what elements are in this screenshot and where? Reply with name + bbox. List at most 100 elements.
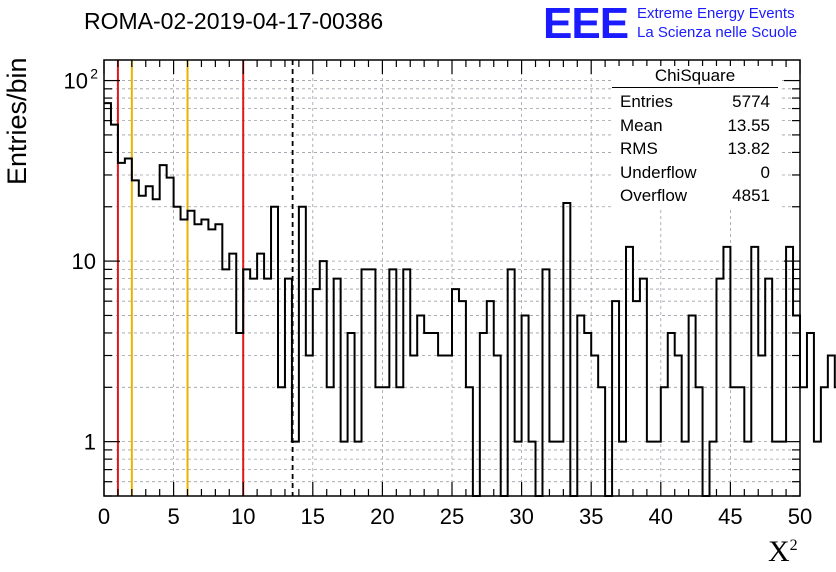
histogram-bin [118,163,125,496]
stats-row-rms: RMS 13.82 [620,139,770,158]
x-tick-label: 30 [509,504,533,529]
x-tick-label: 15 [301,504,325,529]
histogram-bin [167,178,174,496]
histogram-bin [278,387,285,496]
histogram-bin [542,269,549,496]
histogram-bin [243,269,250,496]
histogram-bin [250,279,257,496]
stats-box-title: ChiSquare [612,66,778,88]
stats-row-entries: Entries 5774 [620,92,770,111]
histogram-bin [111,125,118,496]
histogram-bin [765,279,772,496]
histogram-bin [647,442,654,496]
histogram-bin [758,356,765,496]
histogram-bin [480,333,487,496]
histogram-bin [737,387,744,496]
histogram-bin [299,207,306,496]
histogram-bin [348,333,355,496]
histogram-bin [682,442,689,496]
histogram-bin [424,333,431,496]
histogram-bin [139,196,146,496]
histogram-bin [668,333,675,496]
histogram-bin [661,387,668,496]
y-axis-label: Entries/bin [2,57,32,185]
plot-title: ROMA-02-2019-04-17-00386 [84,8,384,34]
histogram-bin [772,442,779,496]
histogram-bin [515,442,522,496]
histogram-bin [626,247,633,496]
stats-row-overflow: Overflow 4851 [620,186,770,205]
histogram-bin [807,333,814,496]
histogram-bin [549,442,556,496]
histogram-bin [751,247,758,496]
histogram-bin [828,356,835,496]
histogram-bin [689,315,696,496]
histogram-outline [104,102,836,497]
histogram-bin [146,186,153,496]
histogram-bin [194,224,201,496]
histogram-bin [362,269,369,496]
histogram-bin [257,254,264,496]
histogram-bin [821,387,828,496]
histogram-bin [382,387,389,496]
histogram-bin [271,207,278,496]
logo-line-2: La Scienza nelle Scuole [637,24,798,41]
histogram-bin [452,289,459,496]
histogram-bin [153,199,160,496]
histogram-bin [654,442,661,496]
histogram-bin [320,261,327,496]
histogram-bin [529,442,536,496]
histogram-bin [201,220,208,496]
histogram-bin [487,301,494,496]
histogram-bin [215,224,222,496]
histogram-bin [313,289,320,496]
histogram-bin [410,356,417,496]
x-tick-label: 45 [718,504,742,529]
histogram-bin [577,315,584,496]
histogram-bin [208,229,215,496]
histogram-bin [459,301,466,496]
stats-row-mean: Mean 13.55 [620,115,770,135]
x-axis-label: X2 [768,535,798,568]
y-tick-label-exponent: 2 [90,66,98,82]
histogram-bin [640,279,647,496]
histogram-bin [633,301,640,496]
histogram-bin [779,442,786,496]
histogram-bin [368,269,375,496]
histogram-bin [327,387,334,496]
histogram-bin [181,220,188,496]
logo-line-1: Extreme Energy Events [637,5,795,22]
histogram-bin [716,279,723,496]
histogram-bin [786,247,793,496]
histogram-bin [403,269,410,496]
histogram-bin [710,442,717,496]
x-tick-label: 50 [788,504,812,529]
x-tick-label: 10 [231,504,255,529]
histogram-bin [341,442,348,496]
x-tick-label: 40 [649,504,673,529]
histogram-bin [229,254,236,496]
eee-logo: EEE [543,0,629,48]
histogram-bin [104,103,111,496]
x-tick-label: 20 [370,504,394,529]
histogram-bin [744,442,751,496]
histogram-bin [334,279,341,496]
histogram-bin [132,180,139,496]
histogram-bin [675,356,682,496]
x-tick-label: 25 [440,504,464,529]
histogram-bin [466,387,473,496]
histogram-bin [591,356,598,496]
histogram-bin [730,387,737,496]
histogram-bin [188,211,195,496]
histogram-bin [222,269,229,496]
histogram-bin [598,387,605,496]
histogram-bin [522,315,529,496]
y-tick-label: 10 [72,249,96,274]
histogram-bin [396,387,403,496]
histogram-bin [438,356,445,496]
y-tick-label: 10 [64,69,88,94]
histogram-bin [814,442,821,496]
stats-box: ChiSquare Entries 5774 Mean 13.55 RMS 13.82… [612,66,780,208]
x-tick-label: 0 [98,504,110,529]
histogram-bin [563,203,570,496]
